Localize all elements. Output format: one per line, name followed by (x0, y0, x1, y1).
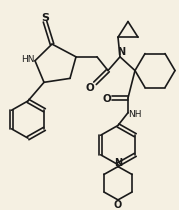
Text: NH: NH (128, 110, 142, 119)
Text: O: O (103, 94, 111, 104)
Text: N: N (114, 158, 122, 168)
Text: O: O (86, 83, 94, 93)
Text: HN: HN (21, 55, 35, 64)
Text: S: S (41, 13, 49, 23)
Text: N: N (117, 47, 125, 57)
Text: O: O (114, 200, 122, 210)
